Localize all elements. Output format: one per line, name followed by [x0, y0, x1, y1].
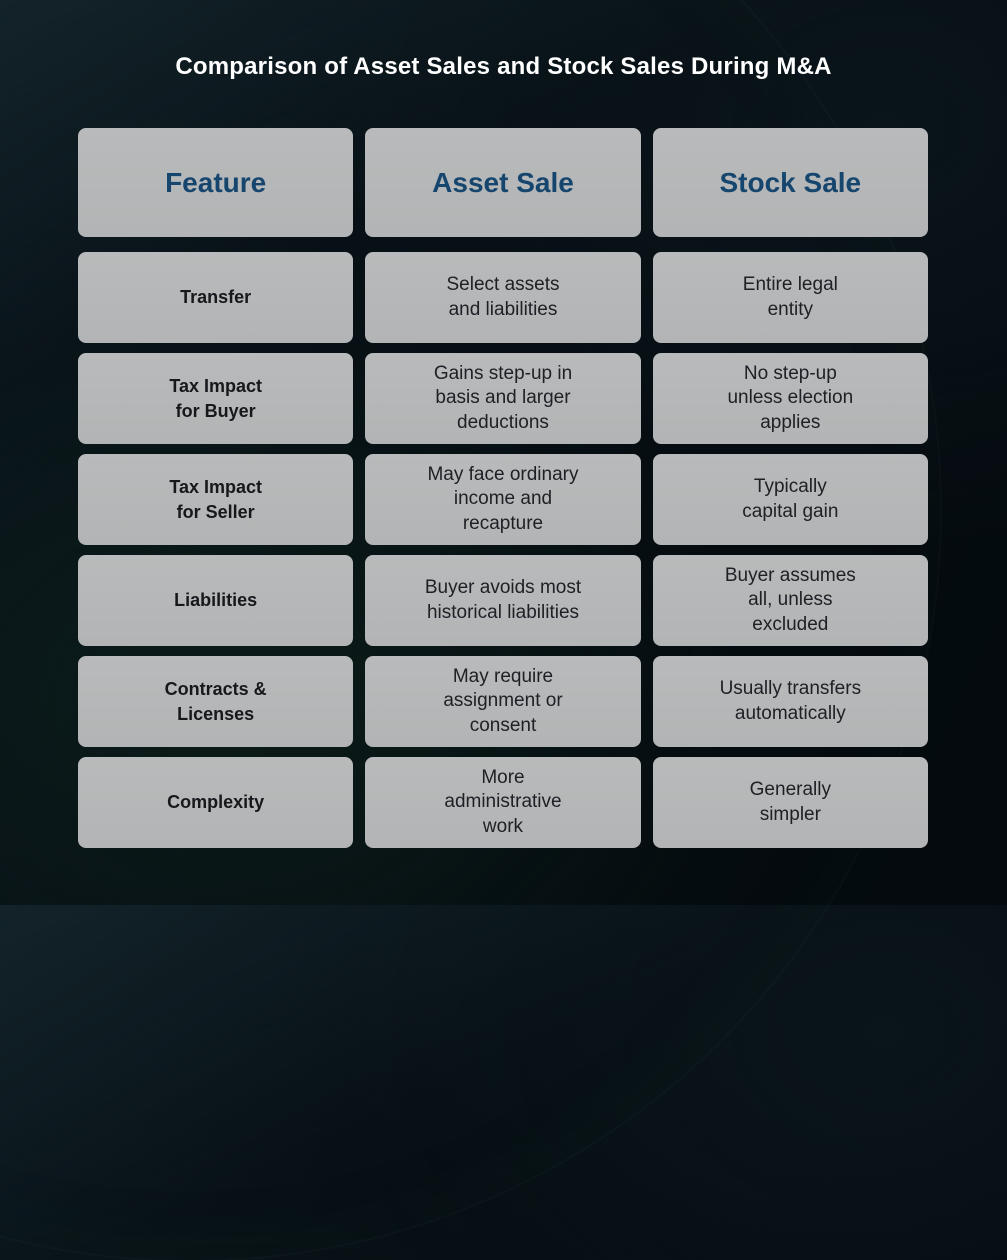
cell-liabilities-asset-sale: Buyer avoids most historical liabilities: [365, 555, 641, 646]
cell-transfer-feature: Transfer: [78, 252, 354, 343]
cell-contracts-licenses-feature: Contracts & Licenses: [78, 656, 354, 747]
cell-transfer-asset-sale: Select assets and liabilities: [365, 252, 641, 343]
cell-liabilities-feature: Liabilities: [78, 555, 354, 646]
cell-tax-impact-seller-feature: Tax Impact for Seller: [78, 454, 354, 545]
table-header-row: Feature Asset Sale Stock Sale: [78, 128, 928, 237]
header-cell-stock-sale: Stock Sale: [652, 128, 928, 237]
cell-tax-impact-seller-stock-sale: Typically capital gain: [652, 454, 928, 545]
cell-tax-impact-buyer-feature: Tax Impact for Buyer: [78, 353, 354, 444]
header-cell-asset-sale: Asset Sale: [365, 128, 641, 237]
cell-complexity-feature: Complexity: [78, 757, 354, 848]
comparison-table: Feature Asset Sale Stock Sale Transfer S…: [78, 128, 928, 848]
cell-liabilities-stock-sale: Buyer assumes all, unless excluded: [652, 555, 928, 646]
cell-tax-impact-seller-asset-sale: May face ordinary income and recapture: [365, 454, 641, 545]
header-cell-feature: Feature: [78, 128, 354, 237]
cell-contracts-licenses-stock-sale: Usually transfers automatically: [652, 656, 928, 747]
cell-tax-impact-buyer-asset-sale: Gains step-up in basis and larger deduct…: [365, 353, 641, 444]
cell-transfer-stock-sale: Entire legal entity: [652, 252, 928, 343]
page-title: Comparison of Asset Sales and Stock Sale…: [175, 53, 832, 80]
cell-tax-impact-buyer-stock-sale: No step-up unless election applies: [652, 353, 928, 444]
cell-contracts-licenses-asset-sale: May require assignment or consent: [365, 656, 641, 747]
cell-complexity-stock-sale: Generally simpler: [652, 757, 928, 848]
cell-complexity-asset-sale: More administrative work: [365, 757, 641, 848]
table-body: Transfer Select assets and liabilities E…: [78, 252, 928, 848]
